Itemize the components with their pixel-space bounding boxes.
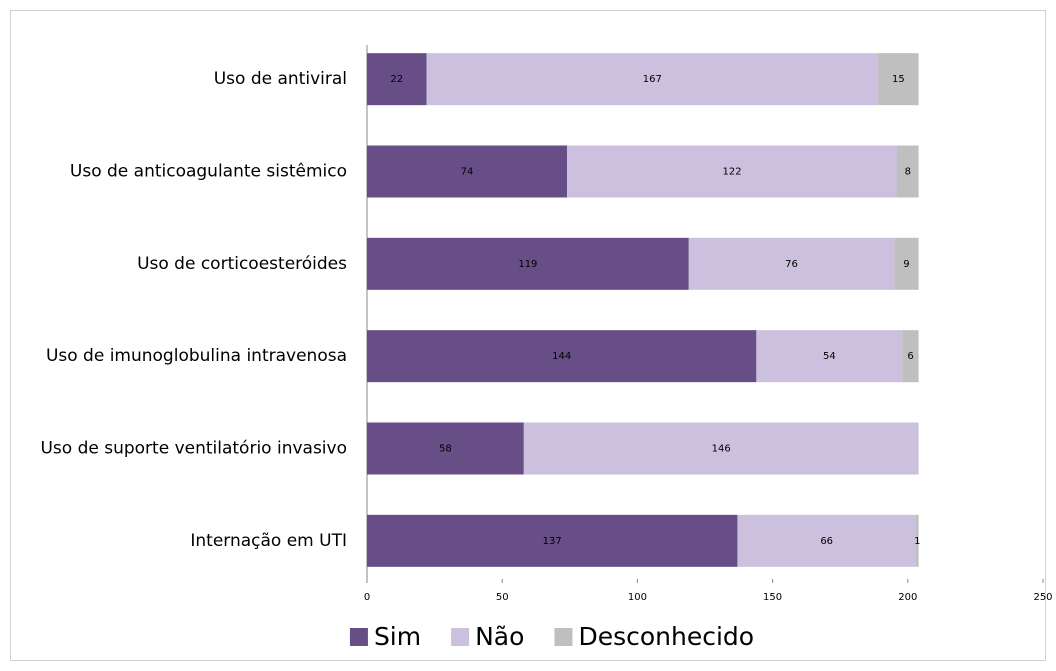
y-tick-label: Internação em UTI: [190, 531, 347, 551]
chart-frame: [10, 10, 1046, 661]
bar-segment: [894, 237, 919, 290]
value-label: 167: [643, 74, 662, 85]
value-label: 6: [907, 351, 913, 362]
bar-segment: [367, 422, 524, 475]
x-tick-label: 150: [763, 592, 782, 603]
value-label: 137: [543, 536, 562, 547]
x-tick-label: 0: [364, 592, 370, 603]
bar-segment: [896, 145, 919, 198]
y-tick-label: Uso de corticoesteróides: [137, 254, 347, 274]
value-label: 58: [439, 444, 452, 455]
value-label: 122: [722, 167, 741, 178]
bar-segment: [915, 514, 919, 567]
legend-swatch: [554, 628, 573, 646]
value-label: 66: [820, 536, 833, 547]
value-label: 144: [552, 351, 571, 362]
x-tick-label: 100: [628, 592, 647, 603]
x-tick-label: 50: [496, 592, 509, 603]
value-label: 146: [712, 444, 731, 455]
value-label: 76: [785, 259, 798, 270]
value-label: 22: [390, 74, 403, 85]
legend-label: Desconhecido: [578, 622, 754, 651]
value-label: 119: [518, 259, 537, 270]
y-tick-label: Uso de imunoglobulina intravenosa: [46, 346, 347, 366]
bar-segment: [367, 145, 568, 198]
value-label: 74: [461, 167, 474, 178]
value-label: 1: [914, 536, 920, 547]
bar-segment: [688, 237, 895, 290]
bar-segment: [878, 53, 919, 106]
value-label: 54: [823, 351, 836, 362]
bar-segment: [367, 53, 427, 106]
value-label: 15: [892, 74, 905, 85]
x-tick-label: 200: [898, 592, 917, 603]
bar-segment: [523, 422, 919, 475]
legend-label: Não: [475, 622, 524, 651]
bar-segment: [426, 53, 879, 106]
bar-segment: [756, 330, 903, 383]
legend-label: Sim: [374, 622, 421, 651]
bar-segment: [902, 330, 919, 383]
y-tick-label: Uso de antiviral: [214, 69, 347, 89]
bar-segment: [567, 145, 897, 198]
y-tick-label: Uso de anticoagulante sistêmico: [70, 162, 347, 182]
legend-swatch: [349, 628, 368, 646]
y-tick-label: Uso de suporte ventilatório invasivo: [40, 439, 347, 459]
bar-segment: [367, 237, 689, 290]
bar-segment: [367, 330, 757, 383]
value-label: 9: [903, 259, 909, 270]
value-label: 8: [905, 167, 911, 178]
legend-swatch: [451, 628, 470, 646]
bar-segment: [367, 514, 738, 567]
x-tick-label: 250: [1033, 592, 1052, 603]
bar-segment: [737, 514, 916, 567]
